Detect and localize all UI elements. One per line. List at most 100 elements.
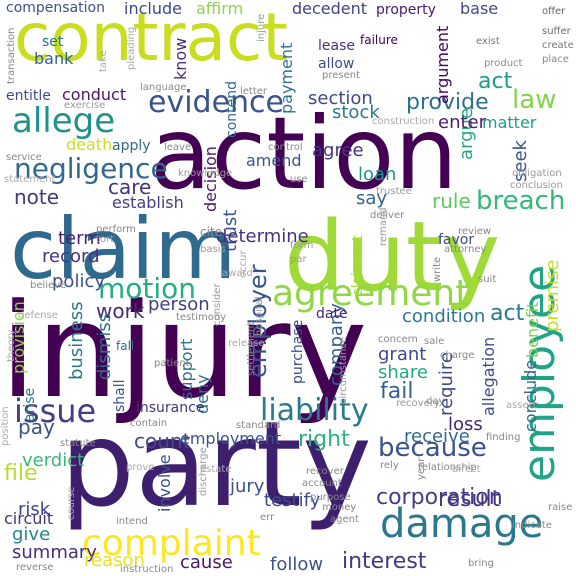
word-employment: employment <box>180 429 281 448</box>
word-release: release <box>228 338 264 349</box>
word-suit: suit <box>478 274 496 285</box>
word-language: language <box>140 82 187 93</box>
word-create: create <box>542 40 574 51</box>
word-liability: liability <box>260 393 369 428</box>
word-contract: contract <box>14 0 288 76</box>
word-verdict: verdict <box>22 450 84 471</box>
word-purchase: purchase <box>290 320 306 384</box>
word-concern: concern <box>378 334 418 345</box>
word-term: term <box>58 228 101 249</box>
word-premise: premise <box>542 260 563 333</box>
word-award: award <box>222 268 253 279</box>
word-service: service <box>6 152 42 163</box>
word-bring: bring <box>468 558 494 569</box>
word-enter: enter <box>438 112 487 133</box>
word-standard: standard <box>236 420 280 431</box>
word-agree: agree <box>312 140 364 161</box>
word-settlement: settlement <box>246 322 257 376</box>
word-file: file <box>4 461 38 486</box>
word-decedent: decedent <box>292 0 367 18</box>
word-claimant: claimant <box>350 235 366 296</box>
word-damage: damage <box>380 501 543 547</box>
word-contain: contain <box>130 418 167 429</box>
word-letter: letter <box>240 86 268 97</box>
word-reverse: reverse <box>16 562 54 573</box>
word-person: person <box>148 294 210 315</box>
word-company: company <box>326 303 347 386</box>
word-negligence: negligence <box>14 152 168 185</box>
word-bank: bank <box>34 49 74 68</box>
word-favor: favor <box>438 232 474 248</box>
word-exist: exist <box>476 36 500 47</box>
word-testify: testify <box>264 490 321 511</box>
word-knowledge: knowledge <box>178 168 232 179</box>
word-provide: provide <box>406 90 489 115</box>
word-act: act <box>478 69 513 94</box>
word-employee: employee <box>514 265 565 482</box>
word-instruction: instruction <box>120 564 173 575</box>
word-act: act <box>490 301 525 326</box>
word-set: set <box>42 34 64 50</box>
word-because: because <box>378 433 487 463</box>
word-law: law <box>512 85 556 115</box>
word-money: money <box>322 502 356 513</box>
word-dismiss: dismiss <box>94 313 115 380</box>
word-leave: leave <box>164 142 191 153</box>
word-determine: determine <box>216 226 309 247</box>
word-recover: recover <box>306 466 345 477</box>
word-prove: prove <box>126 462 154 473</box>
word-control: control <box>268 142 303 153</box>
word-apply: apply <box>112 138 151 154</box>
word-action: action <box>150 95 458 212</box>
word-hospital: hospital <box>254 296 265 336</box>
word-indicate: indicate <box>512 520 552 531</box>
word-conclusion: conclusion <box>510 180 563 191</box>
word-record: record <box>42 246 100 267</box>
word-establish: establish <box>112 193 184 212</box>
word-agreement: agreement <box>272 273 469 314</box>
word-product: product <box>484 58 523 69</box>
word-allow: allow <box>318 56 354 72</box>
word-patient: patient <box>154 358 190 369</box>
word-grant: grant <box>378 344 426 365</box>
word-consider: consider <box>212 283 223 326</box>
word-affirm: affirm <box>196 0 243 18</box>
word-form: form <box>290 240 313 251</box>
word-contend: contend <box>224 81 240 138</box>
word-involve: involve <box>155 454 174 512</box>
word-lease: lease <box>318 38 355 54</box>
word-benefit: benefit <box>523 302 542 358</box>
word-follow: follow <box>270 554 323 575</box>
word-believe: believe <box>30 280 66 291</box>
word-loss: loss <box>448 414 483 435</box>
word-argue: argue <box>456 108 477 160</box>
word-party: party <box>60 395 372 533</box>
word-allegation: allegation <box>479 337 498 416</box>
word-agent: agent <box>330 514 359 525</box>
word-tort: tort <box>96 234 114 245</box>
word-place: place <box>542 54 569 65</box>
word-review: review <box>458 226 491 237</box>
word-seek: seek <box>510 139 531 182</box>
word-circumstance: circumstance <box>338 337 349 404</box>
word-trustee: trustee <box>376 186 412 197</box>
word-theory: theory <box>6 329 17 362</box>
word-decision: decision <box>201 146 220 212</box>
word-know: know <box>171 38 190 80</box>
word-condition: condition <box>402 306 485 327</box>
word-shall: shall <box>112 379 128 412</box>
word-raise: raise <box>548 502 572 513</box>
word-allege: allege <box>12 101 115 141</box>
word-testimony: testimony <box>176 312 226 323</box>
word-matter: matter <box>482 113 537 132</box>
word-transaction: transaction <box>6 28 17 85</box>
word-policy: policy <box>52 271 105 292</box>
word-suffer: suffer <box>542 26 572 37</box>
word-deliver: deliver <box>370 210 405 221</box>
word-assert: assert <box>506 400 537 411</box>
word-fail: fail <box>380 379 413 404</box>
word-breach: breach <box>476 186 565 216</box>
word-perform: perform <box>96 224 136 235</box>
word-take: take <box>98 50 109 72</box>
word-offer: offer <box>542 6 566 17</box>
